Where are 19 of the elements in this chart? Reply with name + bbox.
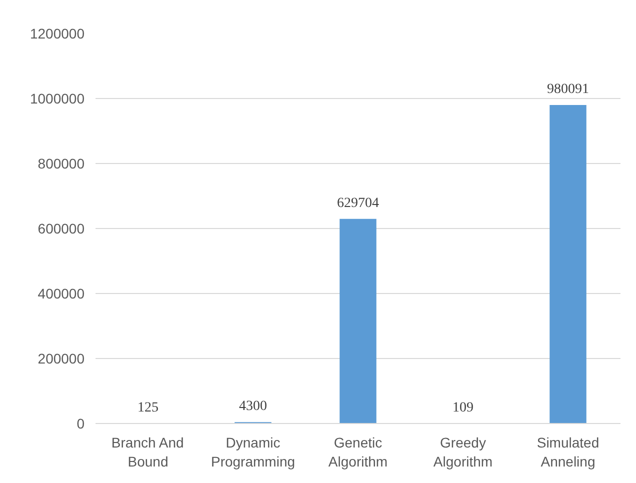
x-tick-label: Genetic Algorithm: [328, 434, 388, 470]
y-tick-label: 600000: [38, 220, 85, 236]
y-tick-label: 1000000: [30, 90, 85, 106]
x-tick-label: Greedy Algorithm: [433, 434, 493, 470]
y-tick-label: 0: [76, 416, 85, 432]
y-tick-label: 1200000: [30, 26, 85, 42]
data-label: 629704: [337, 196, 379, 211]
data-label: 980091: [547, 82, 589, 97]
x-tick-label: Simulated Anneling: [536, 434, 600, 470]
bar: [550, 104, 586, 424]
y-tick-label: 200000: [38, 350, 85, 366]
data-label: 109: [452, 400, 474, 416]
bar: [340, 218, 376, 424]
x-tick-label: Branch And Bound: [111, 434, 184, 470]
x-tick-label: Dynamic Programming: [210, 434, 296, 470]
y-tick-label: 800000: [38, 156, 85, 172]
data-label: 4300: [239, 399, 267, 414]
y-tick-label: 400000: [38, 286, 85, 302]
data-label: 125: [138, 400, 158, 416]
